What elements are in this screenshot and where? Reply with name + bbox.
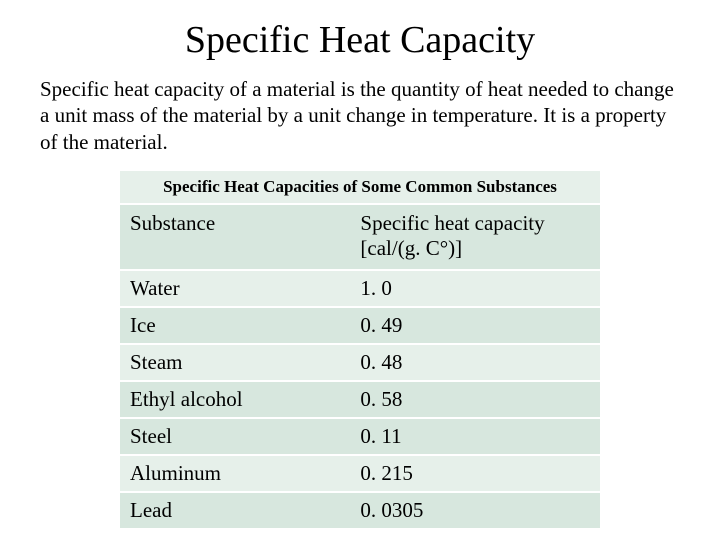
cell-value: 0. 48 (350, 344, 600, 381)
table-body: Specific Heat Capacities of Some Common … (120, 171, 600, 529)
table-container: Specific Heat Capacities of Some Common … (120, 171, 600, 530)
definition-text: Specific heat capacity of a material is … (40, 76, 680, 155)
table-row: Steel0. 11 (120, 418, 600, 455)
cell-substance: Lead (120, 492, 350, 529)
cell-value: 0. 49 (350, 307, 600, 344)
cell-value: 0. 58 (350, 381, 600, 418)
table-row: Ethyl alcohol0. 58 (120, 381, 600, 418)
cell-substance: Steel (120, 418, 350, 455)
cell-value: 0. 215 (350, 455, 600, 492)
table-row: Steam0. 48 (120, 344, 600, 381)
cell-substance: Ethyl alcohol (120, 381, 350, 418)
cell-substance: Steam (120, 344, 350, 381)
table-row: Lead0. 0305 (120, 492, 600, 529)
cell-substance: Ice (120, 307, 350, 344)
cell-value: 0. 11 (350, 418, 600, 455)
cell-value: 0. 0305 (350, 492, 600, 529)
heat-capacity-table: Specific Heat Capacities of Some Common … (120, 171, 600, 530)
table-row: Water1. 0 (120, 270, 600, 307)
page-title: Specific Heat Capacity (40, 18, 680, 62)
cell-value: 1. 0 (350, 270, 600, 307)
cell-substance: Water (120, 270, 350, 307)
col-heat-capacity: Specific heat capacity [cal/(g. C°)] (350, 204, 600, 270)
slide: Specific Heat Capacity Specific heat cap… (0, 0, 720, 540)
col-substance: Substance (120, 204, 350, 270)
cell-substance: Aluminum (120, 455, 350, 492)
table-caption: Specific Heat Capacities of Some Common … (120, 171, 600, 204)
table-row: Ice0. 49 (120, 307, 600, 344)
table-row: Aluminum0. 215 (120, 455, 600, 492)
